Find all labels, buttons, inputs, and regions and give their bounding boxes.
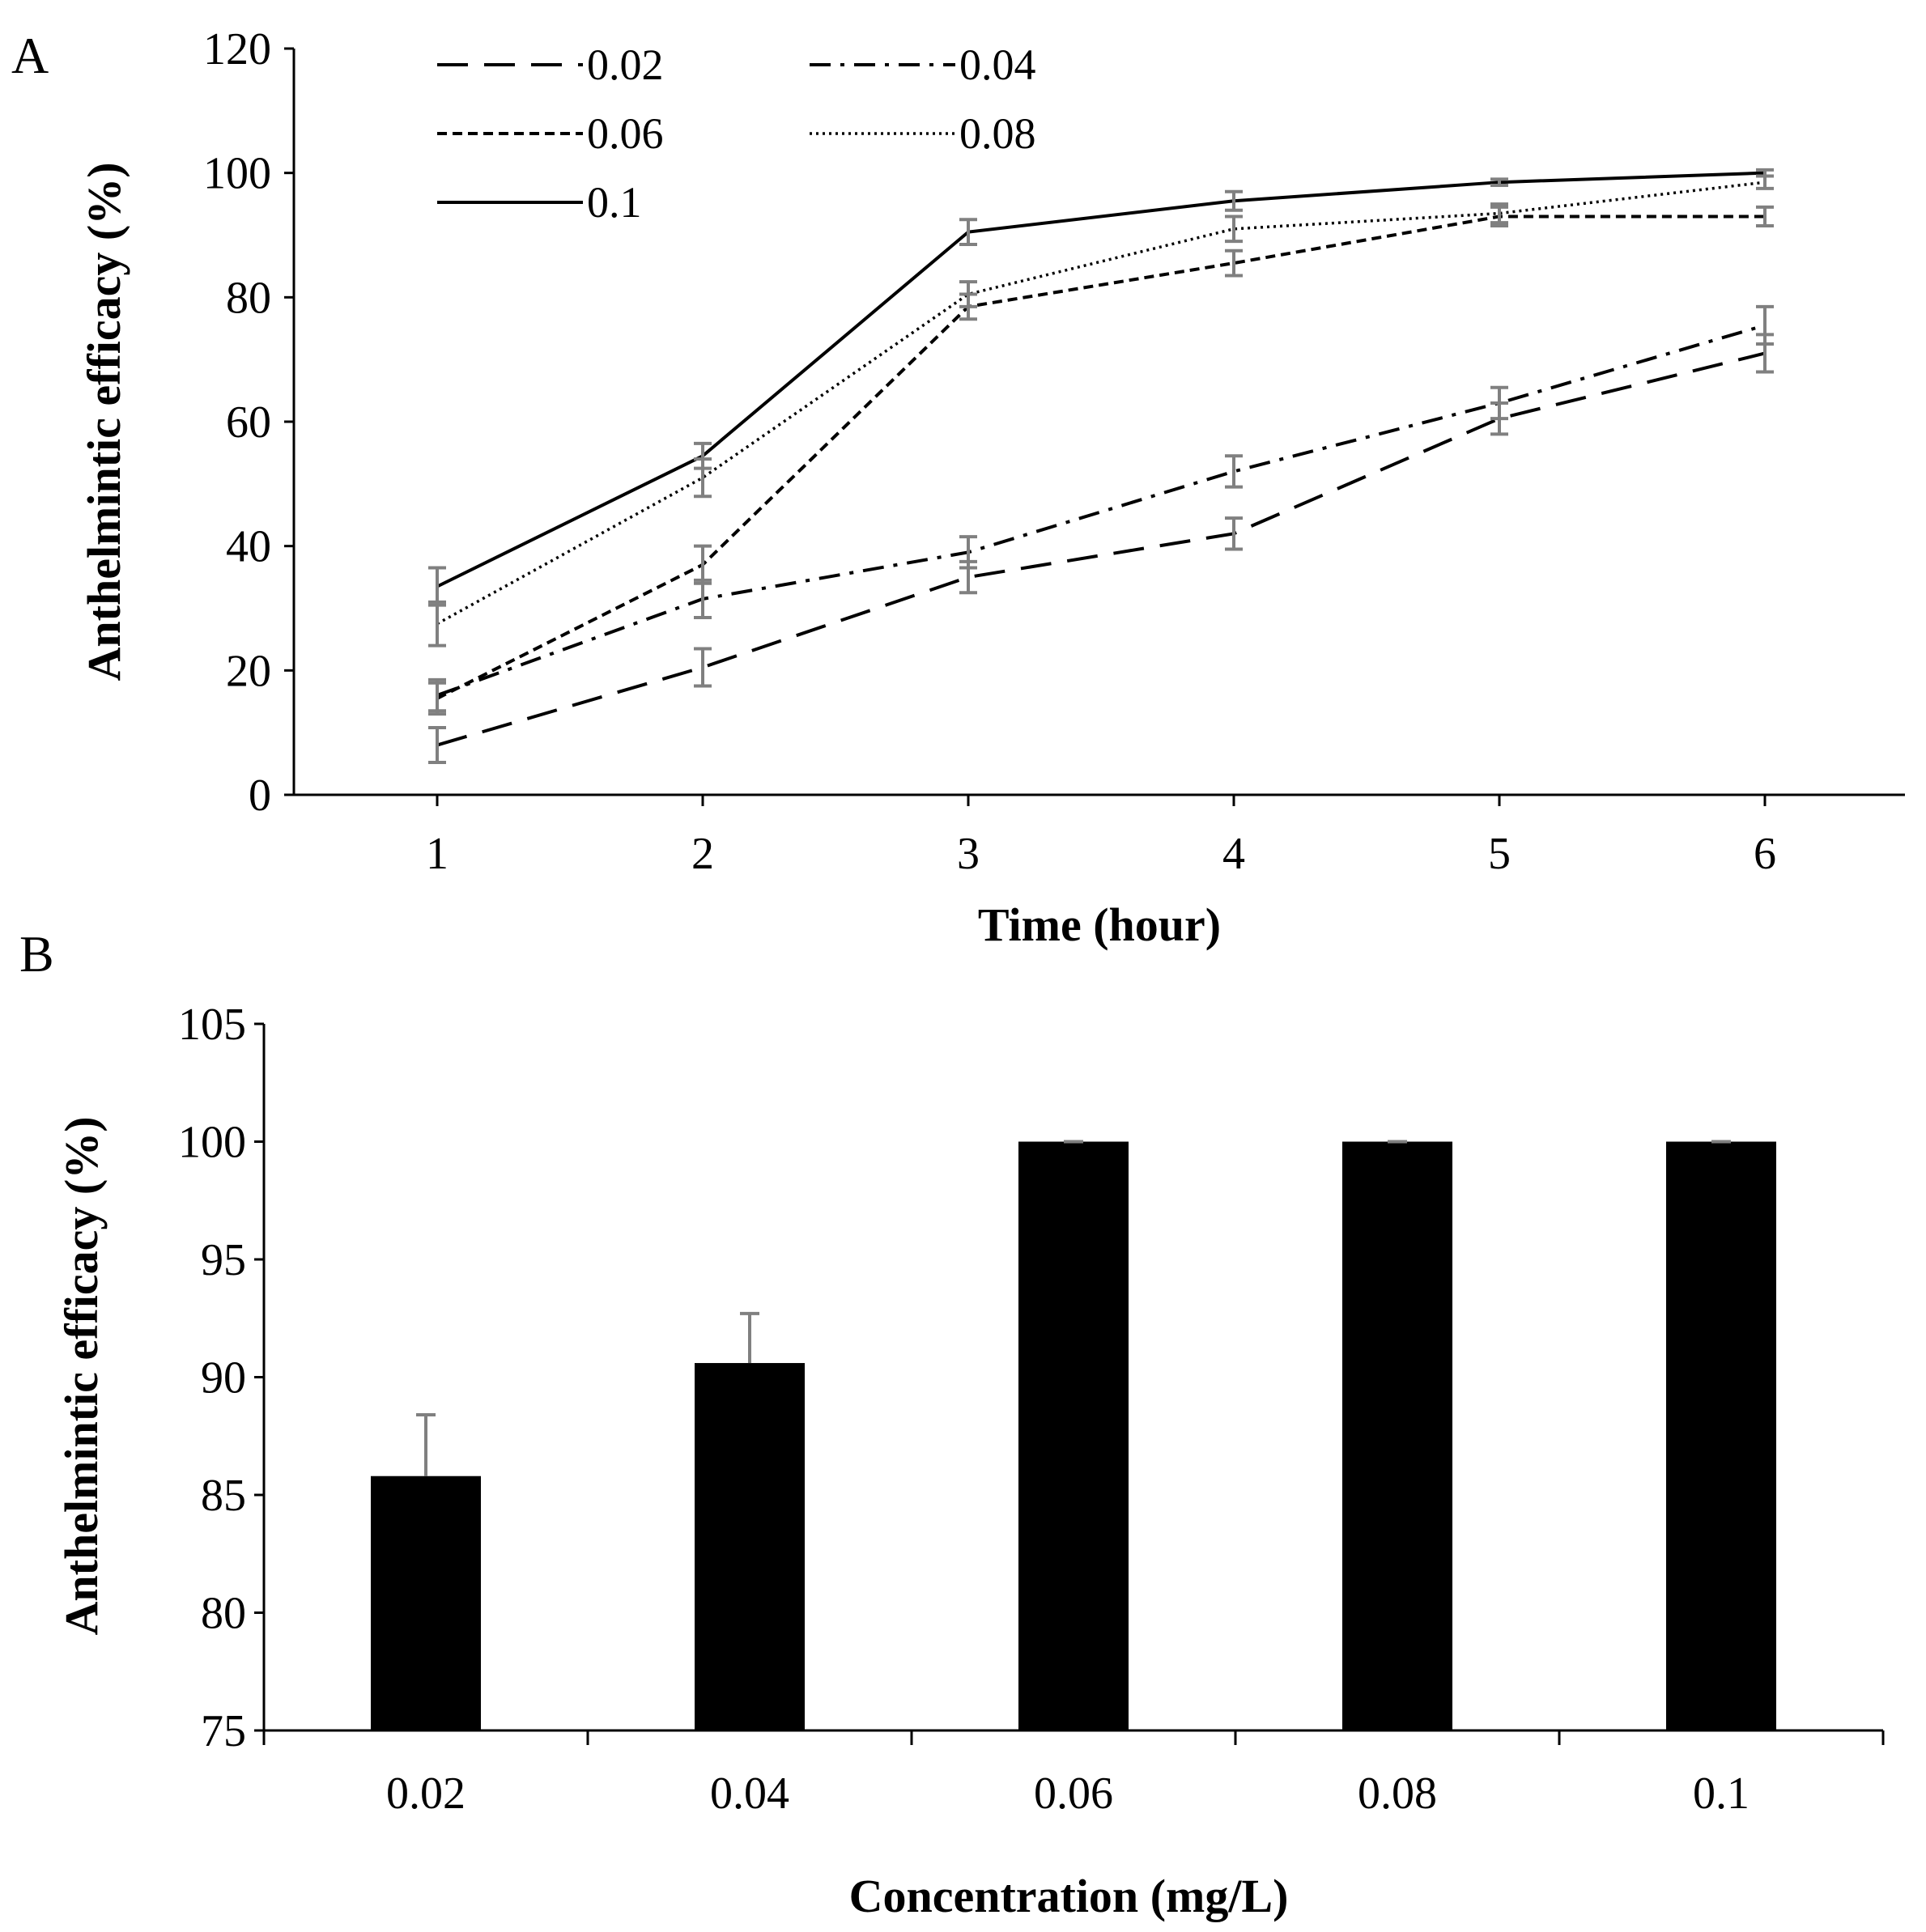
y-tick-label: 80 xyxy=(226,273,271,323)
error-bar xyxy=(1225,248,1243,278)
y-tick-label: 80 xyxy=(201,1589,246,1639)
x-tick-label: 2 xyxy=(691,829,714,879)
series-line-0.06 xyxy=(436,214,1765,700)
legend-label: 0.08 xyxy=(959,109,1036,158)
panel-b-x-ticks: 0.02 0.04 0.06 0.08 0.1 xyxy=(262,1730,1885,1819)
panel-a-x-title: Time (hour) xyxy=(978,898,1221,951)
y-tick-label: 0 xyxy=(249,771,271,821)
panel-a-label: A xyxy=(11,27,49,84)
panel-a-legend: 0.02 0.04 0.06 0.08 0.1 xyxy=(437,40,1036,227)
y-tick-label: 90 xyxy=(201,1353,246,1403)
error-bar xyxy=(694,578,712,620)
error-bar xyxy=(1225,214,1243,244)
bar-0.02 xyxy=(371,1476,481,1730)
x-tick-label: 6 xyxy=(1754,829,1776,879)
panel-b: B 75 80 85 90 95 100 105 0.02 0.04 0.06 0.08 0.1 C… xyxy=(19,925,1885,1922)
error-bar xyxy=(694,441,712,470)
error-bar xyxy=(1225,516,1243,551)
legend-label: 0.02 xyxy=(587,40,664,89)
error-bar xyxy=(740,1311,759,1364)
panel-b-x-title: Concentration (mg/L) xyxy=(849,1870,1289,1922)
bar-0.06 xyxy=(1018,1141,1129,1730)
panel-b-y-ticks: 75 80 85 90 95 100 105 xyxy=(178,1000,264,1756)
error-bar xyxy=(1490,177,1508,188)
panel-a-y-ticks: 0 20 40 60 80 100 120 xyxy=(203,24,294,821)
error-bar xyxy=(1490,202,1508,225)
y-tick-label: 100 xyxy=(178,1118,246,1168)
legend-item-0.02: 0.02 xyxy=(437,40,664,89)
error-bar xyxy=(1756,304,1774,346)
y-tick-label: 105 xyxy=(178,1000,246,1050)
y-tick-label: 20 xyxy=(226,646,271,696)
error-bar xyxy=(959,535,977,570)
x-tick-label: 0.02 xyxy=(386,1769,466,1819)
legend-item-0.04: 0.04 xyxy=(810,40,1036,89)
error-bar xyxy=(428,600,446,648)
error-bar xyxy=(1225,189,1243,212)
x-tick-label: 0.06 xyxy=(1034,1769,1113,1819)
y-tick-label: 40 xyxy=(226,522,271,572)
legend-item-0.08: 0.08 xyxy=(810,109,1036,158)
x-tick-label: 0.1 xyxy=(1693,1769,1750,1819)
error-bar xyxy=(1225,454,1243,489)
bar-0.04 xyxy=(695,1363,805,1730)
error-bar xyxy=(428,726,446,765)
legend-label: 0.1 xyxy=(587,178,642,227)
y-tick-label: 60 xyxy=(226,397,271,448)
panel-b-label: B xyxy=(19,925,54,983)
error-bar xyxy=(1490,385,1508,421)
series-line-0.1 xyxy=(436,171,1766,588)
error-bar xyxy=(959,280,977,308)
error-bar xyxy=(694,647,712,688)
bar-0.08 xyxy=(1342,1141,1452,1730)
error-bar xyxy=(1756,168,1774,178)
y-tick-label: 85 xyxy=(201,1471,246,1521)
panel-a-error-bars xyxy=(428,168,1774,765)
legend-label: 0.04 xyxy=(959,40,1036,89)
error-bar xyxy=(416,1413,436,1476)
bar-0.1 xyxy=(1666,1141,1776,1730)
series-line-0.08 xyxy=(436,180,1766,626)
error-bar xyxy=(1756,205,1774,227)
series-line-0.04 xyxy=(436,323,1766,697)
x-tick-label: 4 xyxy=(1222,829,1245,879)
series-line-0.02 xyxy=(436,351,1766,747)
panel-b-y-title: Anthelmintic efficacy (%) xyxy=(55,1116,108,1635)
error-bar xyxy=(428,681,446,716)
legend-item-0.06: 0.06 xyxy=(437,109,664,158)
panel-a-series xyxy=(436,171,1766,747)
legend-label: 0.06 xyxy=(587,109,664,158)
panel-a-y-title: Anthelmintic efficacy (%) xyxy=(78,162,130,681)
x-tick-label: 1 xyxy=(426,829,449,879)
y-tick-label: 120 xyxy=(203,24,271,74)
x-tick-label: 3 xyxy=(957,829,980,879)
legend-item-0.1: 0.1 xyxy=(437,178,642,227)
panel-b-bars xyxy=(371,1140,1776,1730)
error-bar xyxy=(694,544,712,585)
panel-a-x-ticks: 1 2 3 4 5 6 xyxy=(426,795,1776,879)
error-bar xyxy=(959,218,977,247)
y-tick-label: 95 xyxy=(201,1235,246,1285)
error-bar xyxy=(428,566,446,607)
x-tick-label: 5 xyxy=(1488,829,1511,879)
y-tick-label: 100 xyxy=(203,149,271,199)
x-tick-label: 0.08 xyxy=(1358,1769,1437,1819)
y-tick-label: 75 xyxy=(201,1706,246,1756)
x-tick-label: 0.04 xyxy=(710,1769,789,1819)
